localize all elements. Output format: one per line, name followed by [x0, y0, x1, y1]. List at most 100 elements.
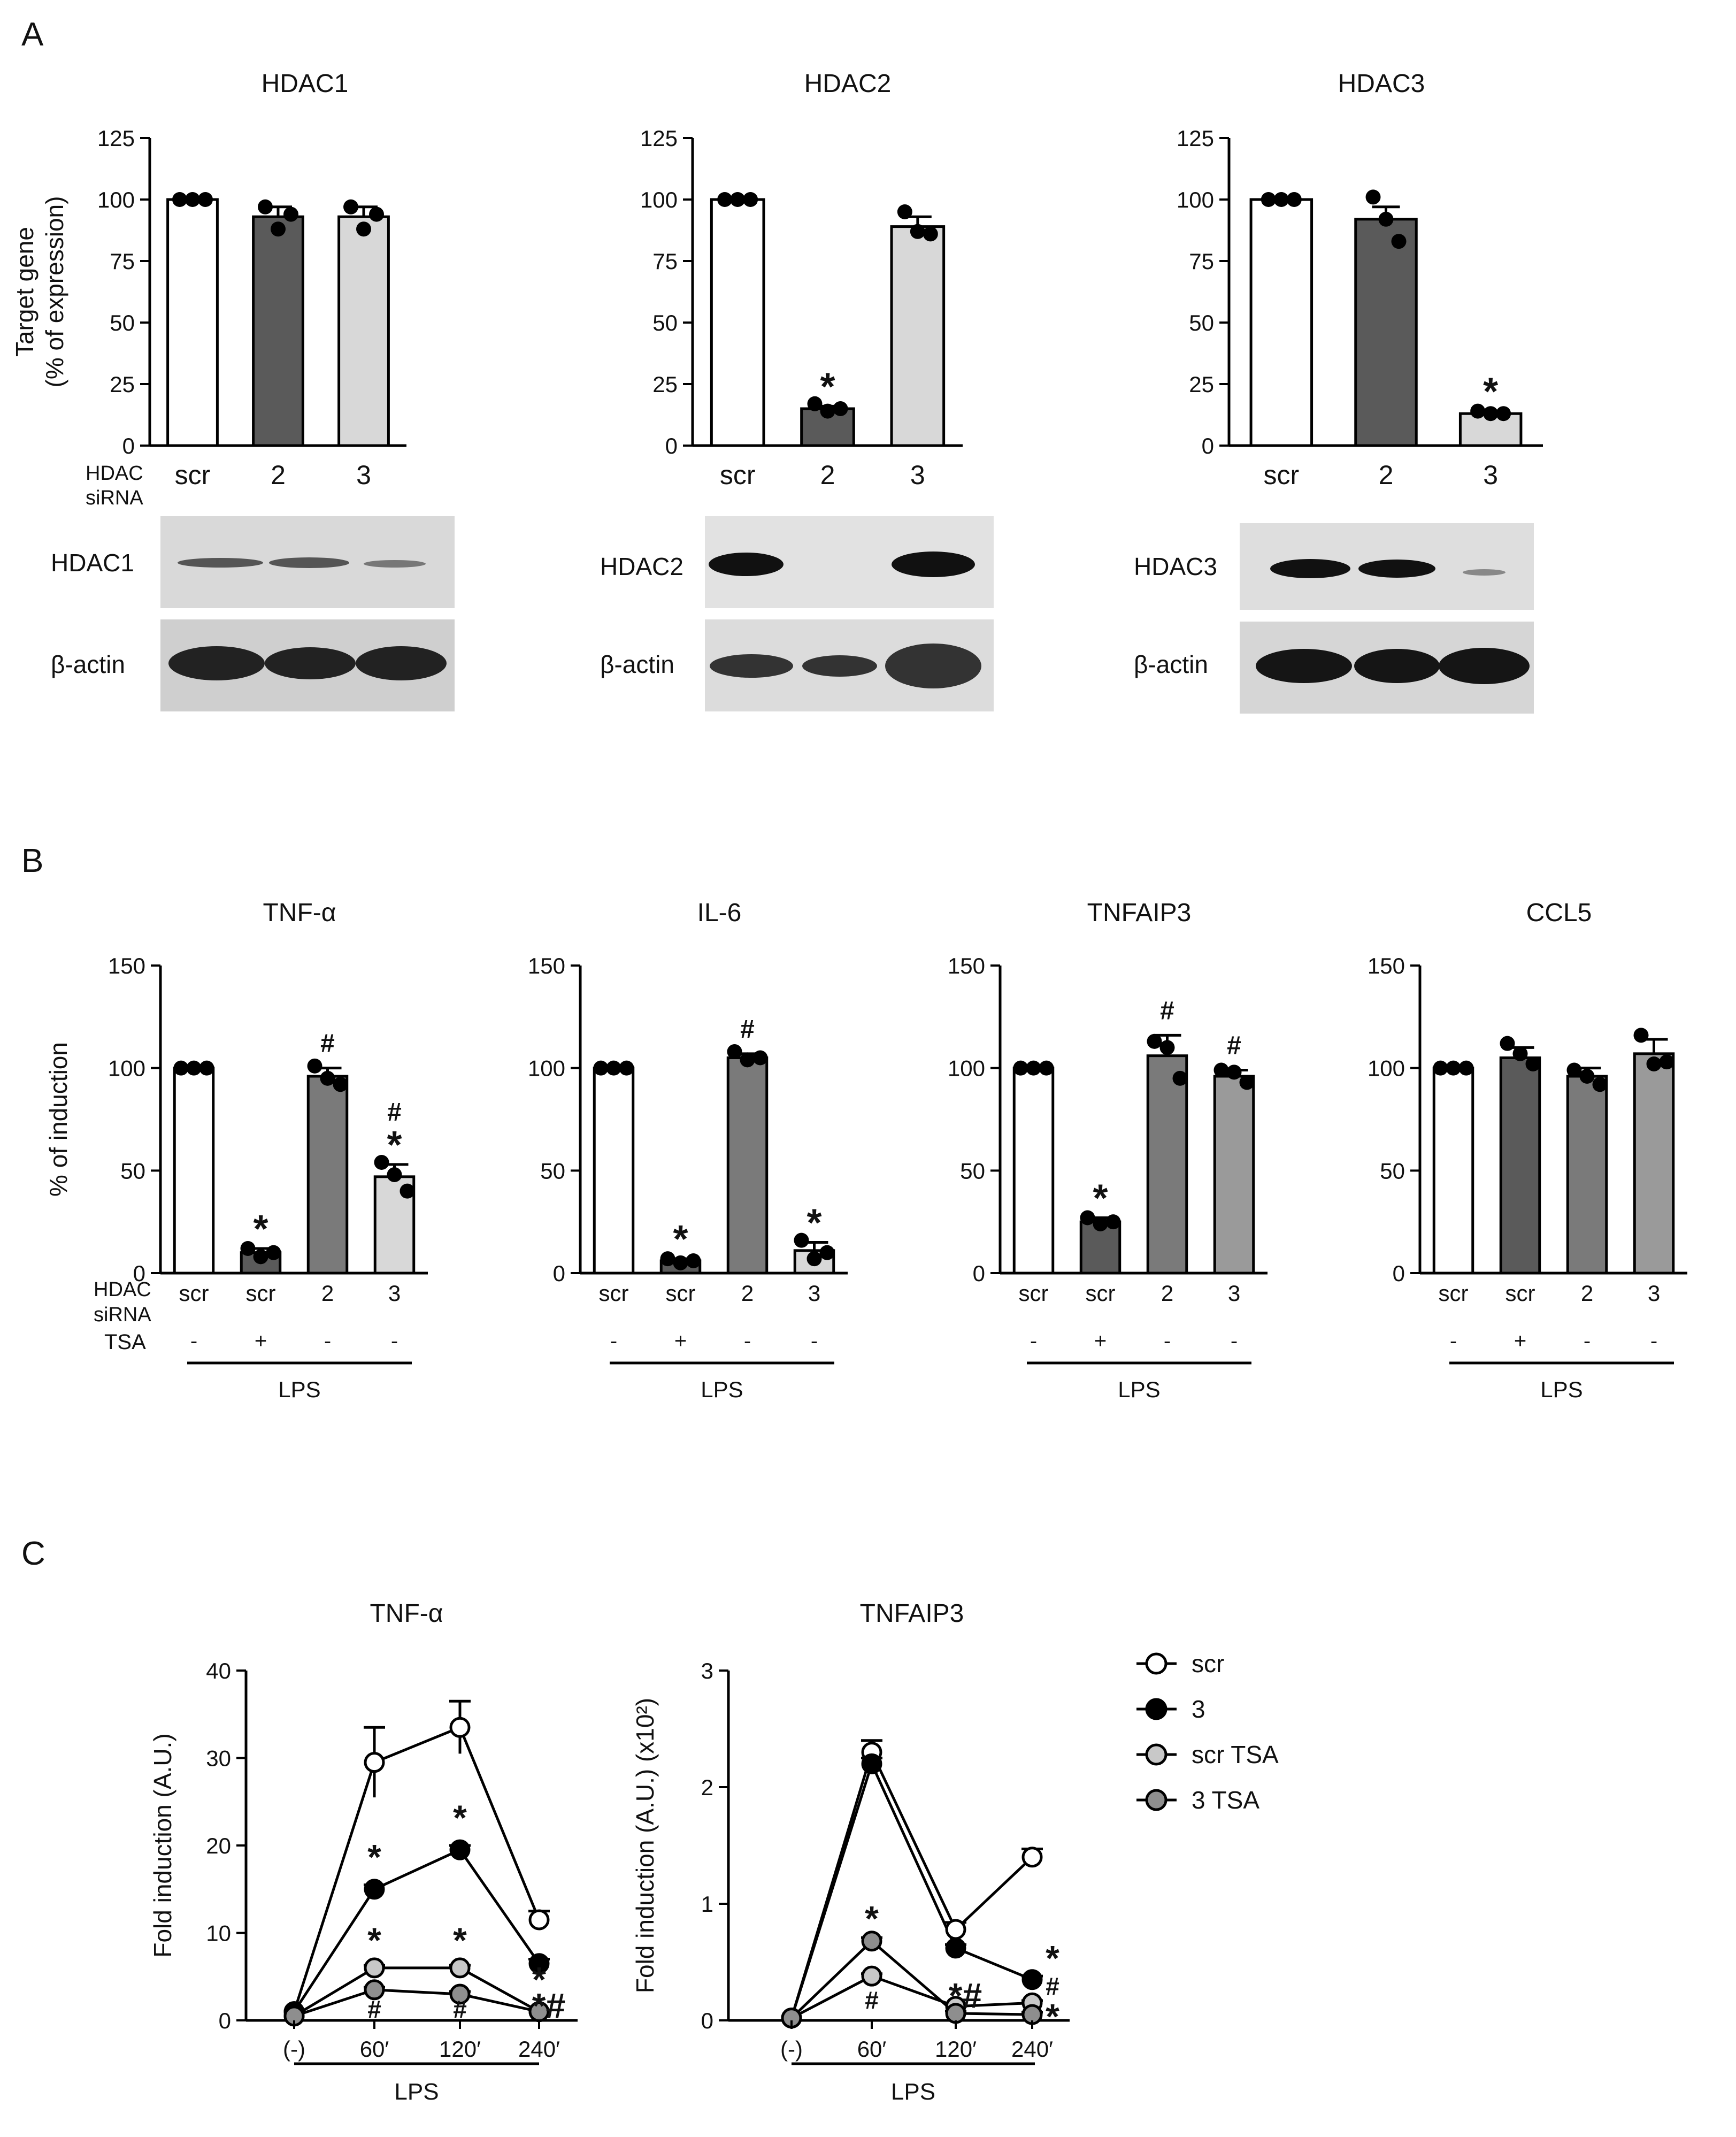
data-point	[387, 1167, 402, 1182]
significance-mark: *	[453, 1920, 467, 1960]
data-point	[606, 1060, 621, 1076]
x-tick-label: scr	[175, 460, 211, 490]
data-point	[1433, 1060, 1448, 1076]
series-line	[293, 1726, 541, 2012]
data-point	[1021, 1969, 1043, 1990]
data-point	[1512, 1046, 1528, 1061]
data-point	[897, 204, 912, 219]
bar	[890, 225, 946, 447]
data-point	[1525, 1056, 1541, 1071]
x-tick-label: 2	[271, 460, 286, 490]
data-point	[266, 1245, 281, 1260]
significance-mark: #	[367, 1995, 381, 2023]
x-tick-label: 3	[910, 460, 925, 490]
y-tick-label: 150	[108, 953, 145, 978]
data-point	[449, 1839, 471, 1860]
data-point	[1172, 1070, 1188, 1086]
lps-label: LPS	[278, 1377, 320, 1402]
bar	[1432, 1067, 1474, 1275]
bar	[1354, 218, 1418, 447]
bar	[1146, 1054, 1188, 1275]
data-point	[861, 1931, 882, 1952]
data-point	[253, 1249, 268, 1265]
blot-band	[168, 646, 265, 680]
bar	[306, 1075, 349, 1275]
data-point	[727, 1044, 742, 1059]
y-tick-label: 30	[206, 1746, 231, 1771]
y-tick-label: 125	[97, 126, 135, 151]
data-point	[1261, 192, 1276, 207]
data-point	[861, 1753, 882, 1774]
legend-label: 3	[1192, 1695, 1205, 1723]
data-point	[1592, 1077, 1608, 1092]
chart-c-tnfa: TNF-α 0 10 20 30 40 Fold induction (A.U.) (-) 60…	[149, 1599, 578, 2105]
data-point	[1021, 1847, 1043, 1868]
y-tick-label: 20	[206, 1833, 231, 1858]
legend-marker	[1145, 1698, 1167, 1720]
y-axis-label: % of induction	[44, 1042, 72, 1197]
significance-mark: *	[673, 1218, 688, 1261]
tsa-label: -	[744, 1329, 751, 1353]
data-point	[1026, 1060, 1041, 1076]
significance-mark: *	[1046, 1997, 1059, 2036]
significance-mark: *	[820, 365, 835, 408]
y-tick-label: 100	[528, 1056, 565, 1081]
x-tick-label: 3	[1228, 1281, 1240, 1306]
data-point	[660, 1251, 675, 1267]
data-point	[740, 1052, 755, 1068]
row-label-b-sirna: siRNA	[94, 1304, 151, 1326]
x-tick-label: 2	[741, 1281, 754, 1306]
data-point	[1080, 1210, 1095, 1225]
x-tick-label: 2	[1379, 460, 1394, 490]
blot-band	[885, 644, 981, 688]
chart-title: IL-6	[697, 899, 742, 927]
chart-title: HDAC3	[1338, 70, 1425, 98]
data-point	[1446, 1060, 1461, 1076]
data-point	[364, 1752, 385, 1773]
data-point	[717, 192, 733, 207]
data-point	[1646, 1056, 1662, 1071]
data-point	[374, 1155, 389, 1170]
y-tick-label: 100	[640, 187, 678, 212]
x-tick-label: 3	[356, 460, 371, 490]
data-point	[819, 1245, 835, 1260]
data-point	[1483, 406, 1499, 422]
tsa-label: +	[255, 1329, 267, 1353]
significance-mark: *	[367, 1837, 381, 1877]
y-tick-label: 25	[110, 372, 135, 397]
chart-a-hdac2: HDAC2 0 25 50 75 100 125 scr 2 * 3	[640, 70, 963, 490]
chart-title: HDAC1	[262, 70, 349, 98]
series-line	[293, 1848, 541, 2013]
y-tick-label: 150	[948, 953, 985, 978]
legend-marker	[1145, 1743, 1167, 1766]
y-axis-label: Fold induction (A.U.) (x10²)	[631, 1698, 659, 1993]
data-point	[794, 1232, 809, 1248]
y-tick-label: 25	[652, 372, 678, 397]
x-tick-label: scr	[1505, 1281, 1535, 1306]
y-tick-label: 2	[701, 1775, 713, 1800]
y-tick-label: 150	[1368, 953, 1405, 978]
data-point	[258, 199, 273, 215]
y-axis-label: Fold induction (A.U.)	[149, 1733, 176, 1957]
series-line	[790, 1748, 1033, 2019]
blot-band	[709, 553, 783, 576]
y-tick-label: 100	[1368, 1056, 1405, 1081]
x-tick-label: (-)	[780, 2036, 803, 2062]
tsa-label: -	[1650, 1329, 1657, 1353]
x-tick-label: 3	[808, 1281, 820, 1306]
tsa-label: -	[190, 1329, 197, 1353]
significance-mark: *	[453, 1798, 467, 1837]
series-line	[294, 1988, 540, 2018]
data-point	[1500, 1036, 1515, 1051]
data-point	[199, 1060, 214, 1076]
data-point	[369, 206, 384, 222]
chart-b-il6: IL-6 0 50 100 150 scr - scr + * 2 - #3 - * LPS	[528, 899, 848, 1402]
data-point	[1378, 211, 1394, 227]
x-tick-label: scr	[1264, 460, 1300, 490]
y-tick-label: 50	[120, 1158, 145, 1183]
x-tick-label: 2	[1161, 1281, 1173, 1306]
data-point	[1213, 1062, 1229, 1078]
chart-title: TNFAIP3	[860, 1599, 964, 1628]
significance-mark: *	[806, 1202, 821, 1245]
